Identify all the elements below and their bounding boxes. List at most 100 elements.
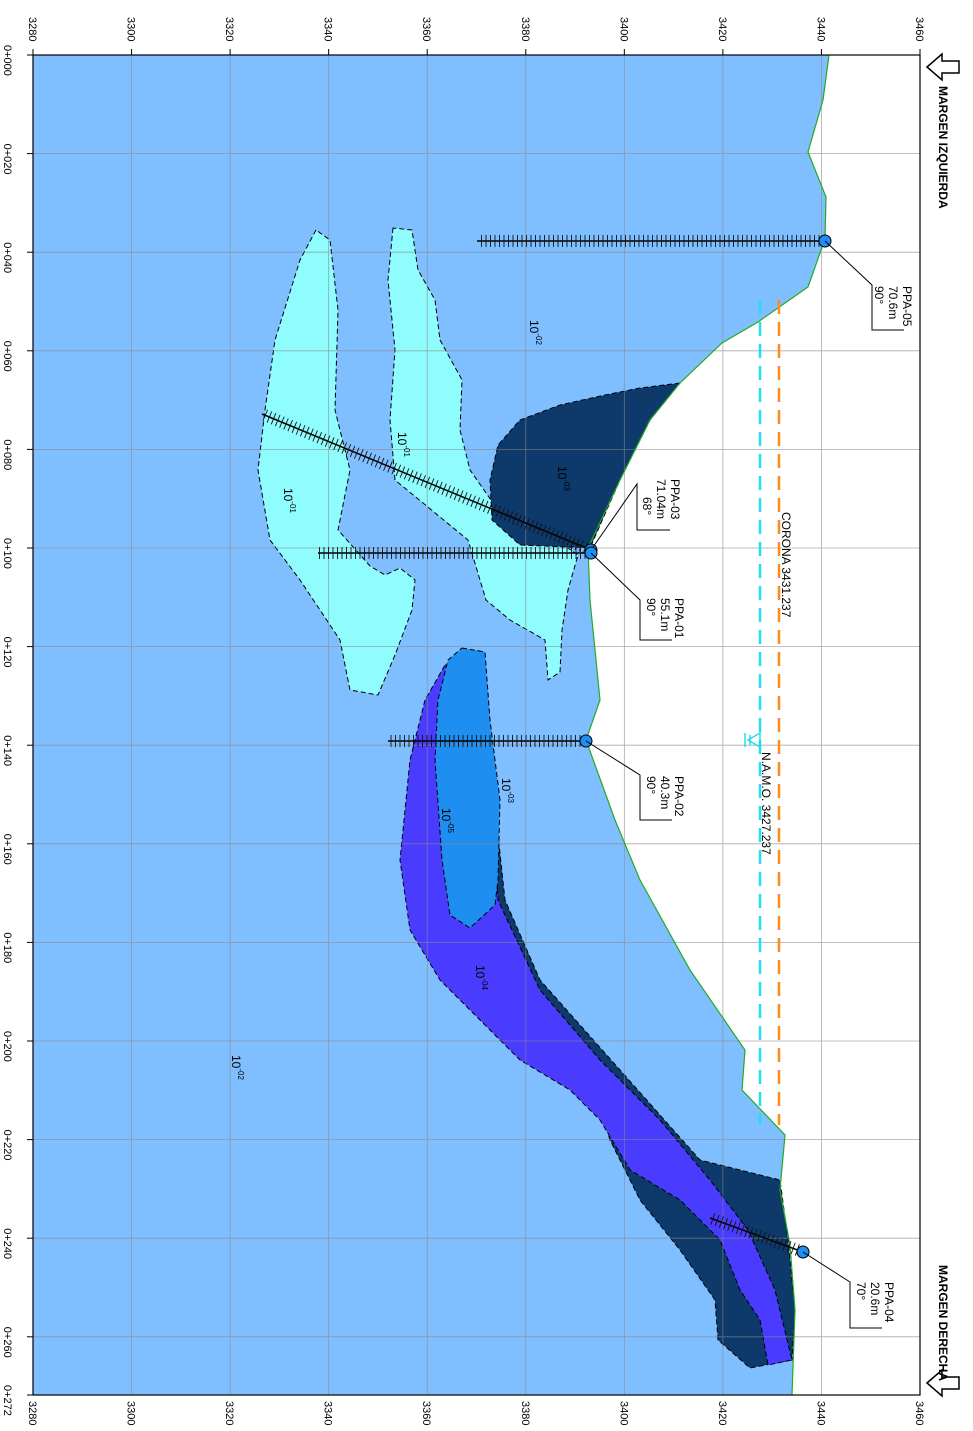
- drillhole-hatch-mark: [566, 535, 572, 547]
- drillhole-hatch-mark: [512, 512, 518, 525]
- permeability-zone-1e-01-right: [387, 227, 579, 681]
- chainage-tick-label: 0+200: [1, 1031, 13, 1062]
- drillhole-hatch-mark: [466, 493, 472, 506]
- drillhole-length-ppa-02: 40.3m: [658, 776, 672, 809]
- drillhole-hatch-mark: [482, 500, 489, 513]
- elevation-tick-label: 3280: [26, 1401, 38, 1425]
- namo-label: N.A.M.O. 3427.237: [759, 752, 773, 855]
- drillhole-hatch-mark: [503, 509, 510, 521]
- drillhole-hatch-mark: [739, 1224, 745, 1236]
- drillhole-angle-ppa-05: 90°: [872, 286, 886, 304]
- drillhole-hatch-mark: [487, 502, 493, 514]
- corona-label: CORONA 3431.237: [779, 512, 793, 618]
- chainage-tick-label: 0+000: [1, 45, 13, 76]
- elevation-tick-label: 3400: [617, 1401, 629, 1425]
- water-level-icon: [744, 731, 761, 749]
- drillhole-angle-ppa-03: 68°: [640, 497, 654, 515]
- drillhole-hatch-mark: [308, 428, 314, 440]
- drillhole-hatch-mark: [561, 533, 568, 545]
- drillhole-hatch-mark: [478, 499, 485, 511]
- drillhole-hatch-mark: [532, 521, 539, 533]
- drillhole-hatch-mark: [312, 430, 318, 442]
- drillhole-hatch-mark: [387, 461, 393, 473]
- drillhole-label-ppa-05: PPA-05: [900, 286, 914, 327]
- drillhole-hatch-mark: [416, 473, 422, 485]
- drillhole-hatch-mark: [462, 492, 468, 504]
- permeability-label: 10-01: [281, 488, 297, 513]
- drillhole-hatch-mark: [283, 418, 289, 430]
- chainage-tick-label: 0+180: [1, 932, 13, 963]
- chainage-tick-label: 0+272: [1, 1385, 13, 1416]
- chainage-tick-label: 0+080: [1, 439, 13, 470]
- drillhole-label-ppa-01: PPA-01: [672, 598, 686, 639]
- drillhole-hatch-mark: [270, 413, 277, 425]
- chainage-tick-label: 0+100: [1, 538, 13, 569]
- drillhole-hatch-mark: [437, 481, 443, 494]
- drillhole-hatch-mark: [304, 426, 310, 439]
- drillhole-hatch-mark: [295, 423, 302, 435]
- drillhole-hatch-mark: [266, 411, 273, 423]
- drillhole-hatch-mark: [341, 442, 347, 454]
- chainage-tick-label: 0+260: [1, 1327, 13, 1358]
- drillhole-hatch-mark: [474, 497, 481, 509]
- permeability-label: 10-02: [527, 320, 543, 345]
- elevation-tick-label: 3320: [223, 1401, 235, 1425]
- drillhole-hatch-mark: [320, 433, 327, 446]
- permeability-label: 10-02: [229, 1055, 245, 1080]
- drillhole-hatch-mark: [275, 414, 281, 427]
- drillhole-hatch-mark: [470, 495, 476, 508]
- drillhole-hatch-mark: [520, 516, 526, 528]
- drillhole-length-ppa-04: 20.6m: [868, 1282, 882, 1315]
- drillhole-hatch-mark: [710, 1213, 716, 1225]
- drillhole-hatch-mark: [262, 409, 268, 422]
- drillhole-hatch-mark: [777, 1237, 783, 1250]
- drillhole-hatch-mark: [333, 438, 339, 451]
- svg-text:10-05: 10-05: [439, 808, 455, 833]
- drillhole-hatch-mark: [408, 469, 414, 482]
- drillhole-length-ppa-01: 55.1m: [658, 598, 672, 631]
- drillhole-hatch-mark: [499, 507, 505, 520]
- drawing-frame: [32, 54, 921, 1396]
- drillhole-hatch-mark: [756, 1230, 762, 1242]
- permeability-label: 10-04: [473, 965, 489, 990]
- drillhole-hatch-mark: [491, 504, 497, 516]
- chainage-tick-label: 0+060: [1, 341, 13, 372]
- margen-izquierda-label: MARGEN IZQUIERDA: [936, 86, 950, 209]
- drillhole-hatch-mark: [395, 464, 402, 477]
- drillhole-hatch-mark: [445, 485, 451, 497]
- drillhole-hatch-mark: [495, 505, 501, 518]
- chainage-tick-label: 0+240: [1, 1228, 13, 1259]
- drillhole-length-ppa-03: 71.04m: [654, 479, 668, 519]
- drillhole-hatch-mark: [403, 468, 410, 480]
- drillhole-ppa-05[interactable]: PPA-05 70.6m 90°: [477, 234, 914, 331]
- drillhole-hatch-mark: [358, 449, 364, 461]
- drillhole-hatch-mark: [553, 529, 560, 542]
- drillhole-hatch-mark: [507, 511, 514, 523]
- chainage-tick-label: 0+120: [1, 637, 13, 668]
- elevation-tick-label: 3360: [420, 17, 432, 41]
- drillhole-label-ppa-02: PPA-02: [672, 776, 686, 817]
- drillhole-angle-ppa-04: 70°: [854, 1282, 868, 1300]
- svg-text:10-02: 10-02: [527, 320, 543, 345]
- drillhole-ppa-02[interactable]: PPA-02 40.3m 90°: [388, 734, 686, 821]
- svg-text:10-01: 10-01: [395, 432, 411, 457]
- drillhole-label-ppa-03: PPA-03: [668, 479, 682, 520]
- drillhole-hatch-mark: [279, 416, 285, 428]
- drillhole-ppa-04[interactable]: PPA-04 20.6m 70°: [709, 1213, 896, 1329]
- drillhole-hatch-mark: [761, 1231, 767, 1244]
- chainage-tick-label: 0+020: [1, 144, 13, 175]
- margen-izquierda-arrow: [925, 52, 960, 82]
- drillhole-hatch-mark: [449, 486, 456, 499]
- elevation-tick-label: 3320: [223, 17, 235, 41]
- drillhole-hatch-mark: [362, 450, 368, 463]
- svg-text:10-01: 10-01: [281, 488, 297, 513]
- drillhole-ppa-01[interactable]: PPA-01 55.1m 90°: [318, 546, 686, 641]
- drillhole-hatch-mark: [578, 540, 585, 552]
- drillhole-hatch-mark: [557, 531, 564, 544]
- drillhole-hatch-mark: [412, 471, 418, 483]
- elevation-tick-label: 3440: [814, 17, 826, 41]
- margen-derecha-arrow: [925, 1368, 960, 1398]
- chainage-tick-label: 0+220: [1, 1130, 13, 1161]
- drillhole-hatch-mark: [428, 478, 435, 490]
- drillhole-hatch-mark: [366, 452, 372, 465]
